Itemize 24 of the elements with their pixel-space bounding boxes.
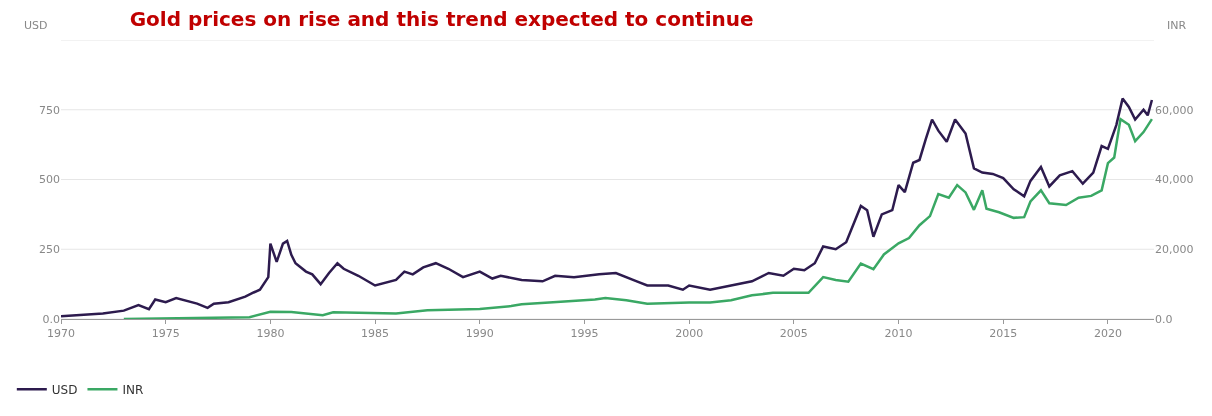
y-axis-title: USD bbox=[24, 19, 48, 32]
chart-title: Gold prices on rise and this trend expected to continue bbox=[129, 6, 754, 31]
y2-tick-label: 20,000 bbox=[1155, 243, 1194, 257]
x-tick-label: 2005 bbox=[779, 327, 808, 341]
y-tick-label: 0.0 bbox=[42, 312, 60, 326]
x-tick-label: 1985 bbox=[361, 327, 390, 341]
legend-label: USD bbox=[51, 382, 78, 397]
x-tick-label: 2010 bbox=[884, 327, 913, 341]
x-tick-label: 1975 bbox=[151, 327, 180, 341]
x-tick-label: 1970 bbox=[47, 327, 75, 341]
legend-label: INR bbox=[122, 382, 144, 397]
x-tick-label: 2020 bbox=[1093, 327, 1122, 341]
x-tick-label: 2015 bbox=[989, 327, 1018, 341]
x-tick-label: 2000 bbox=[675, 327, 704, 341]
y-tick-label: 500 bbox=[39, 173, 60, 187]
y-tick-label: 250 bbox=[39, 243, 60, 257]
y2-tick-label: 40,000 bbox=[1155, 173, 1194, 187]
y-tick-label: 750 bbox=[39, 103, 60, 117]
x-tick-label: 1980 bbox=[256, 327, 285, 341]
y2-tick-label: 0.0 bbox=[1155, 312, 1173, 326]
x-tick-label: 1995 bbox=[570, 327, 599, 341]
y2-tick-label: 60,000 bbox=[1155, 103, 1194, 117]
x-tick-label: 1990 bbox=[465, 327, 494, 341]
y2-axis-title: INR bbox=[1167, 19, 1187, 32]
